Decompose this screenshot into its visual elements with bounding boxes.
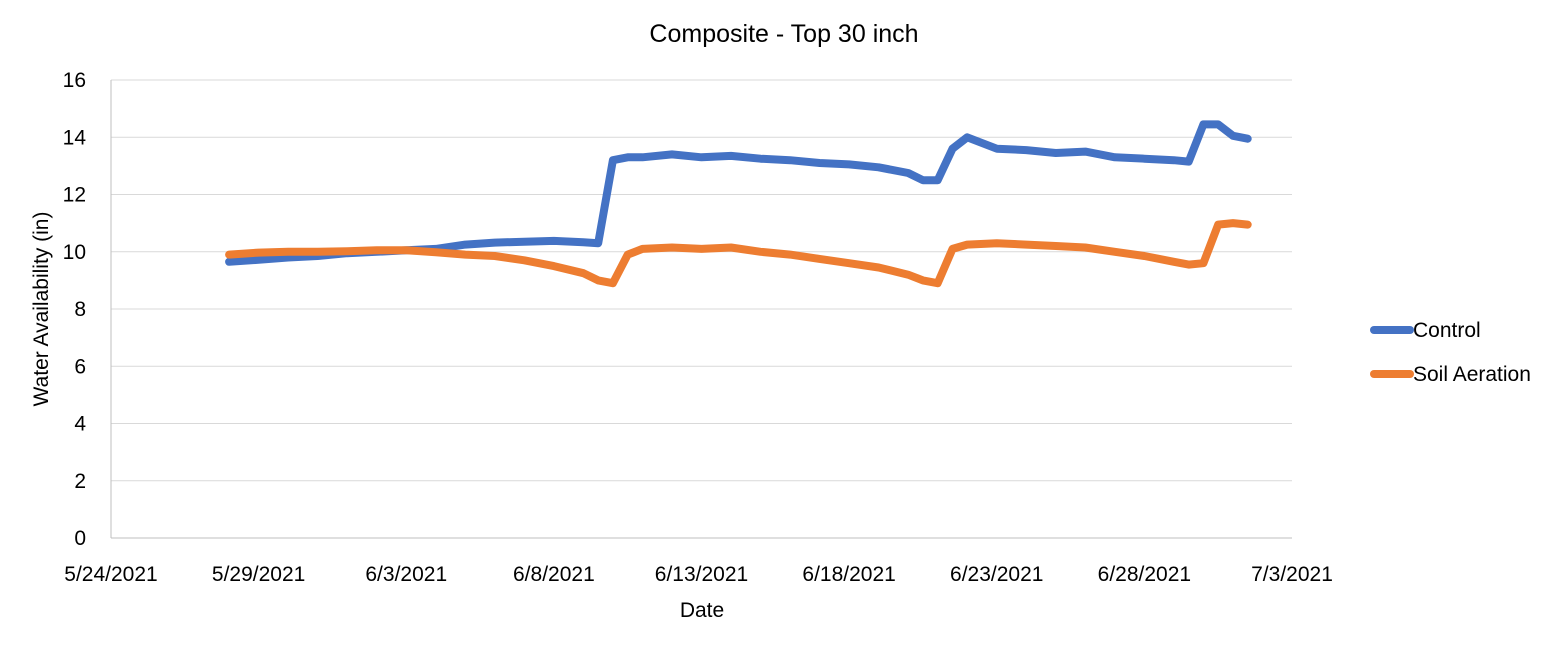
- y-axis-title: Water Availability (in): [30, 212, 53, 407]
- x-tick-label: 7/3/2021: [1251, 563, 1333, 586]
- x-axis-title: Date: [680, 599, 724, 622]
- x-tick-label: 6/23/2021: [950, 563, 1043, 586]
- series-line-control: [225, 120, 1252, 266]
- legend: Control Soil Aeration: [1370, 319, 1531, 386]
- y-tick-label: 8: [74, 298, 86, 321]
- x-axis-ticks: 5/24/2021 5/29/2021 6/3/2021 6/8/2021 6/13/2…: [64, 563, 1333, 586]
- gridlines: [110, 79, 1292, 539]
- y-tick-label: 2: [74, 470, 86, 493]
- y-tick-label: 0: [74, 527, 86, 550]
- series-line-soil-aeration: [225, 219, 1252, 288]
- y-tick-label: 16: [63, 69, 86, 92]
- legend-label: Soil Aeration: [1413, 363, 1531, 386]
- x-tick-label: 6/8/2021: [513, 563, 595, 586]
- x-tick-label: 5/29/2021: [212, 563, 305, 586]
- chart-title: Composite - Top 30 inch: [649, 20, 918, 48]
- y-tick-label: 14: [63, 126, 87, 149]
- x-tick-label: 6/13/2021: [655, 563, 748, 586]
- x-tick-label: 6/3/2021: [365, 563, 447, 586]
- series-lines: [225, 120, 1252, 288]
- y-tick-label: 10: [63, 241, 86, 264]
- y-axis-ticks: 0 2 4 6 8 10 12 14 16: [63, 69, 87, 550]
- legend-label: Control: [1413, 319, 1481, 342]
- y-tick-label: 12: [63, 184, 86, 207]
- y-tick-label: 6: [74, 355, 86, 378]
- x-tick-label: 5/24/2021: [64, 563, 157, 586]
- x-tick-label: 6/28/2021: [1098, 563, 1191, 586]
- x-tick-label: 6/18/2021: [802, 563, 895, 586]
- y-tick-label: 4: [74, 413, 86, 436]
